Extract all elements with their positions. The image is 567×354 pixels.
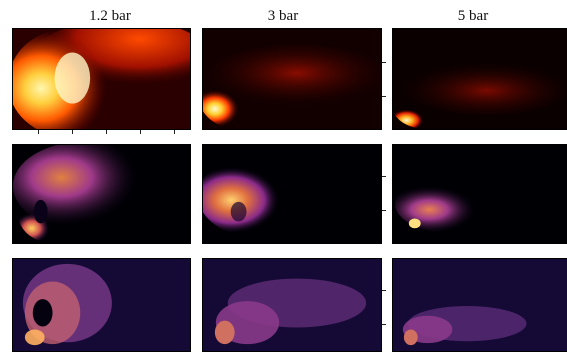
image-panel-r3-c2: [202, 258, 382, 352]
image-panel-r1-c3: [392, 28, 567, 130]
image-panel-r2-c3: [392, 144, 567, 244]
column-title-2: 3 bar: [267, 8, 299, 24]
image-panel-r3-c3: [392, 258, 567, 352]
column-title-1: 1.2 bar: [89, 8, 131, 24]
image-panel-r2-c1: [12, 144, 191, 244]
column-title-3: 5 bar: [457, 8, 489, 24]
image-panel-r2-c2: [202, 144, 382, 244]
image-panel-r1-c1: [12, 28, 191, 130]
image-panel-r1-c2: [202, 28, 382, 130]
image-panel-r3-c1: [12, 258, 191, 352]
